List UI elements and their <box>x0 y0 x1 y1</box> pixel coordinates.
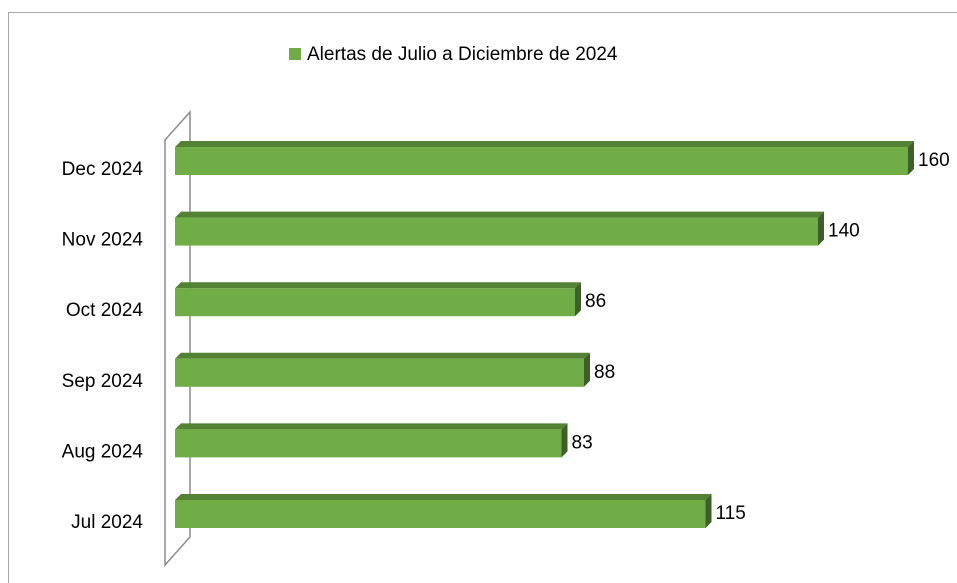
legend-label: Alertas de Julio a Diciembre de 2024 <box>307 44 618 65</box>
y-tick-label: Jul 2024 <box>71 512 143 533</box>
bar-top <box>175 423 568 430</box>
bar-top <box>175 352 590 359</box>
legend-swatch <box>289 48 301 60</box>
bar-top <box>175 141 914 147</box>
data-label: 160 <box>918 150 950 171</box>
bar <box>175 358 584 387</box>
bar <box>175 429 562 458</box>
bar-side <box>584 352 590 387</box>
bar-side <box>561 423 568 458</box>
bar <box>175 500 706 528</box>
bar-side <box>575 282 581 317</box>
bar-side <box>818 211 824 246</box>
bar-side <box>705 494 712 528</box>
bar-side <box>908 141 914 175</box>
y-tick-label: Sep 2024 <box>62 371 144 392</box>
bar-top <box>175 494 712 500</box>
y-tick-label: Dec 2024 <box>62 159 144 180</box>
axis-wall <box>164 110 191 567</box>
data-label: 86 <box>585 291 606 312</box>
bar <box>175 288 575 317</box>
bar <box>175 217 818 246</box>
y-tick-label: Oct 2024 <box>66 300 144 321</box>
bar-top <box>175 282 581 289</box>
y-tick-label: Nov 2024 <box>62 230 144 251</box>
y-tick-label: Aug 2024 <box>62 441 144 462</box>
data-label: 88 <box>594 362 615 383</box>
data-label: 115 <box>716 503 746 524</box>
data-label: 140 <box>828 221 860 242</box>
bar-top <box>175 211 824 218</box>
bar <box>175 147 908 175</box>
data-label: 83 <box>572 432 593 453</box>
